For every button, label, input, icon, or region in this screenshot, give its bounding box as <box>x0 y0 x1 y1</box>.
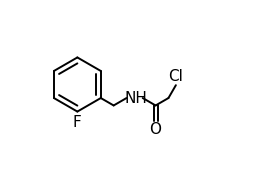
Text: O: O <box>150 122 162 137</box>
Text: NH: NH <box>125 90 147 106</box>
Text: F: F <box>73 115 82 130</box>
Text: Cl: Cl <box>168 69 183 84</box>
